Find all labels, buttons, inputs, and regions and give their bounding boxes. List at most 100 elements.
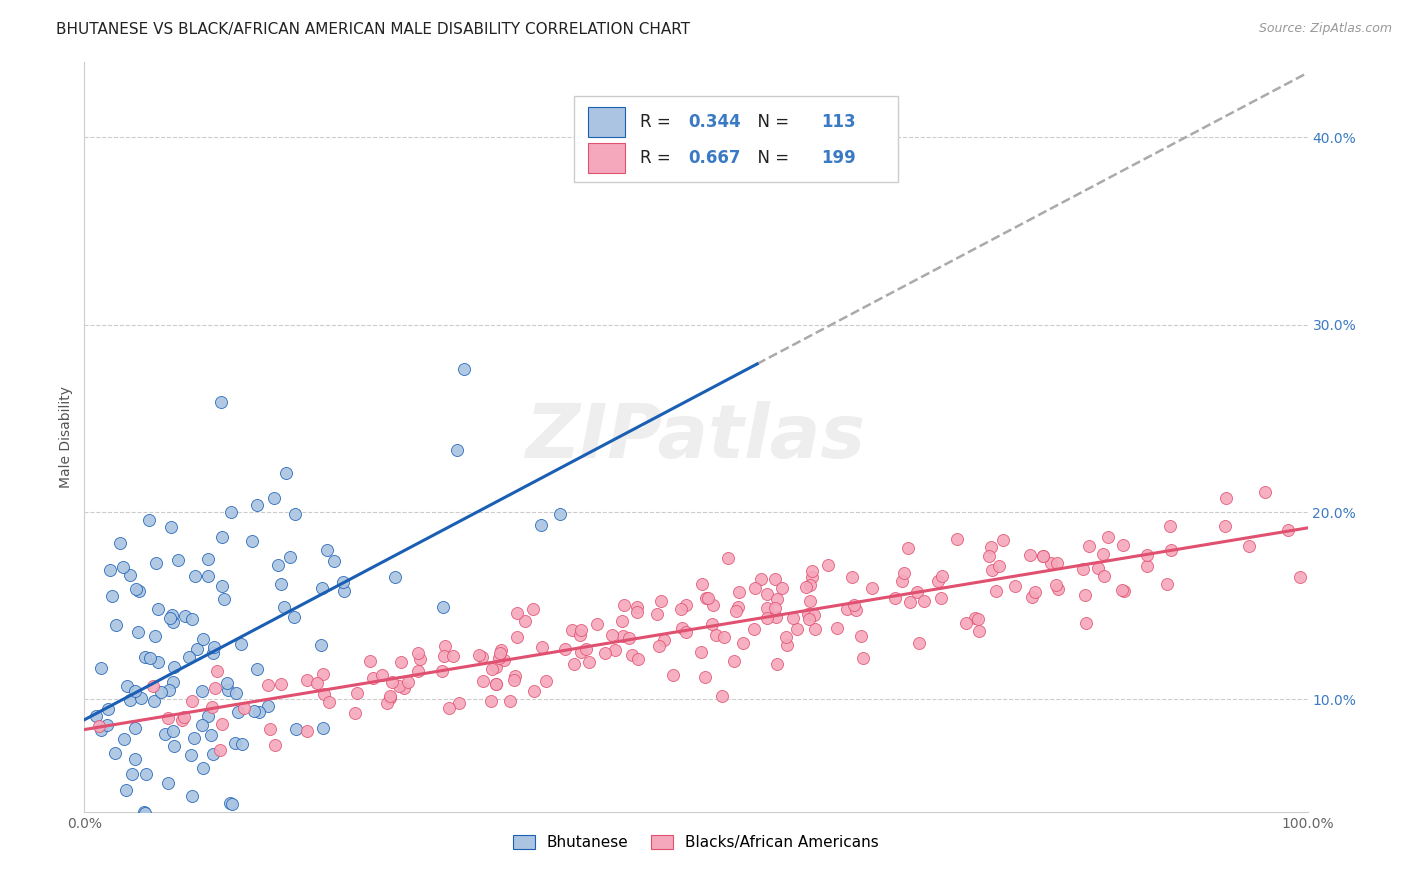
Point xyxy=(98,563,121,577)
Point xyxy=(90,723,112,738)
Text: N =: N = xyxy=(748,113,794,131)
Point xyxy=(256,699,278,714)
Point xyxy=(128,583,150,598)
Point xyxy=(742,622,765,636)
Point xyxy=(142,694,165,708)
Point xyxy=(90,661,112,675)
Point xyxy=(145,556,167,570)
Point xyxy=(645,607,668,621)
Point xyxy=(1024,585,1046,599)
Point xyxy=(931,569,953,583)
Point xyxy=(981,563,1004,577)
Text: BHUTANESE VS BLACK/AFRICAN AMERICAN MALE DISABILITY CORRELATION CHART: BHUTANESE VS BLACK/AFRICAN AMERICAN MALE… xyxy=(56,22,690,37)
Point xyxy=(104,618,127,632)
Point xyxy=(157,683,180,698)
Point xyxy=(765,610,787,624)
Point xyxy=(797,612,820,626)
Point xyxy=(432,599,454,614)
Point xyxy=(471,649,494,664)
Point xyxy=(391,655,413,669)
Point xyxy=(513,615,536,629)
Point xyxy=(1136,558,1159,573)
Point xyxy=(180,693,202,707)
Point xyxy=(406,664,429,678)
Point xyxy=(1112,538,1135,552)
Point xyxy=(621,648,644,662)
Point xyxy=(112,731,135,746)
Point xyxy=(770,581,793,595)
Point xyxy=(485,660,508,674)
Text: 0.667: 0.667 xyxy=(689,149,741,167)
Point xyxy=(1114,583,1136,598)
Point xyxy=(506,606,529,620)
Point xyxy=(314,687,336,701)
Point xyxy=(841,569,863,583)
Point xyxy=(481,661,503,675)
Point xyxy=(710,689,733,703)
Point xyxy=(76,819,98,833)
Point xyxy=(1087,561,1109,575)
Point xyxy=(110,536,132,550)
Point xyxy=(988,559,1011,574)
Point xyxy=(763,600,786,615)
Point xyxy=(174,609,197,624)
Point xyxy=(716,551,738,566)
Point xyxy=(226,705,249,719)
Text: 0.344: 0.344 xyxy=(689,113,741,131)
Point xyxy=(221,797,243,811)
Point xyxy=(124,721,146,735)
Point xyxy=(259,722,281,736)
Point xyxy=(82,888,104,892)
Point xyxy=(1254,485,1277,500)
Point xyxy=(159,520,181,534)
Point xyxy=(159,611,181,625)
Point xyxy=(1215,491,1237,505)
Point xyxy=(946,532,969,546)
Point xyxy=(124,752,146,766)
Point xyxy=(183,731,205,746)
Point xyxy=(153,727,176,741)
Point xyxy=(1074,588,1097,602)
Point xyxy=(378,691,401,706)
Point xyxy=(243,704,266,718)
Point xyxy=(197,552,219,566)
Point xyxy=(167,553,190,567)
Point xyxy=(225,686,247,700)
Point xyxy=(1019,548,1042,562)
Point xyxy=(1160,542,1182,557)
Point xyxy=(162,607,184,622)
Point xyxy=(837,601,859,615)
Point xyxy=(246,498,269,512)
Point xyxy=(284,508,307,522)
Point xyxy=(562,657,585,672)
Point xyxy=(257,678,280,692)
Point xyxy=(845,602,868,616)
Point xyxy=(727,600,749,615)
Point xyxy=(392,681,415,695)
Text: Source: ZipAtlas.com: Source: ZipAtlas.com xyxy=(1258,22,1392,36)
Point xyxy=(1046,582,1069,596)
Point xyxy=(675,625,697,640)
Point xyxy=(756,587,779,601)
Point xyxy=(569,623,592,637)
Point xyxy=(967,624,990,638)
Point xyxy=(485,677,508,691)
Point xyxy=(134,805,156,820)
Point xyxy=(118,693,141,707)
Point xyxy=(713,630,735,644)
Point xyxy=(492,652,515,666)
Point xyxy=(883,591,905,606)
Point xyxy=(700,616,723,631)
Point xyxy=(575,642,598,657)
Point xyxy=(905,585,928,599)
Point xyxy=(993,533,1015,547)
Point xyxy=(84,709,107,723)
Point xyxy=(430,664,453,678)
Point xyxy=(849,629,872,643)
Point xyxy=(626,599,648,614)
Point xyxy=(295,724,318,739)
Text: 199: 199 xyxy=(821,149,855,167)
Point xyxy=(219,796,242,810)
Point xyxy=(893,566,915,581)
Point xyxy=(231,637,253,651)
